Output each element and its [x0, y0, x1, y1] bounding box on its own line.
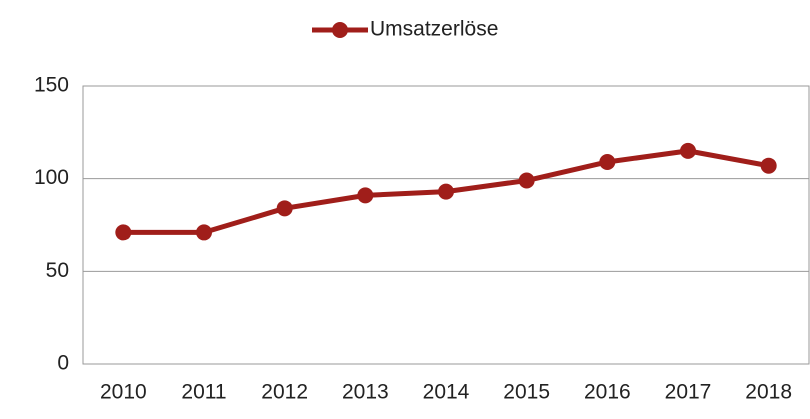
point	[357, 187, 374, 204]
point	[438, 183, 454, 200]
point	[518, 172, 535, 189]
point	[196, 224, 212, 241]
x-tick-label: 2017	[665, 381, 712, 404]
point	[276, 200, 293, 217]
plot-area	[82, 85, 810, 365]
legend-marker	[332, 22, 348, 38]
x-tick-label: 2011	[181, 381, 226, 404]
point	[115, 224, 132, 241]
legend-label: Umsatzerlöse	[370, 18, 498, 41]
x-tick-label: 2018	[745, 381, 792, 404]
point	[599, 153, 616, 170]
x-tick-label: 2013	[342, 381, 389, 404]
point	[760, 157, 777, 174]
y-tick-label: 50	[46, 259, 69, 282]
y-tick-label: 150	[34, 74, 69, 97]
x-tick-label: 2016	[584, 381, 631, 404]
y-tick-label: 100	[34, 166, 69, 189]
x-tick-label: 2014	[423, 381, 470, 404]
y-tick-label: 0	[57, 352, 69, 375]
x-tick-label: 2010	[100, 381, 147, 404]
x-tick-label: 2012	[261, 381, 308, 404]
point	[680, 142, 696, 159]
x-tick-label: 2015	[503, 381, 550, 404]
